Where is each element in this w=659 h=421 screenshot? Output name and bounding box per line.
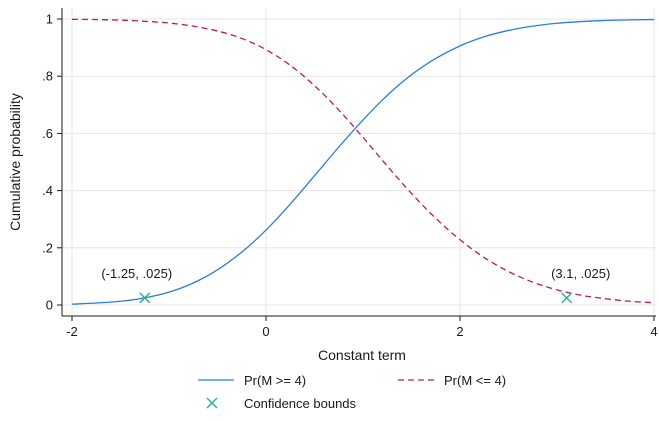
x-tick-label-3: 4: [650, 324, 657, 339]
confidence-bound-marker-1: [561, 292, 573, 304]
legend-label: Confidence bounds: [244, 396, 357, 411]
series-line-1: [71, 18, 655, 304]
legend-marker-stroke-b: [206, 397, 218, 409]
grid: [62, 8, 656, 316]
legend-label: Pr(M <= 4): [444, 373, 506, 388]
x-tick-label-1: 0: [262, 324, 269, 339]
y-tick-label-0: 0: [46, 298, 53, 313]
x-tick-label-2: 2: [456, 324, 463, 339]
y-tick-label-4: .8: [42, 69, 53, 84]
y-tick-label-5: 1: [46, 12, 53, 27]
y-axis-title: Cumulative probability: [7, 93, 23, 231]
y-tick-label-2: .4: [42, 183, 53, 198]
x-tick-label-0: -2: [66, 324, 78, 339]
legend-item-2: Confidence bounds: [206, 396, 357, 411]
y-tick-label-3: .6: [42, 126, 53, 141]
y-tick-label-1: .2: [42, 240, 53, 255]
x-axis-title: Constant term: [318, 347, 406, 363]
annotation-layer: (-1.25, .025) (3.1, .025): [101, 266, 610, 281]
series-line-0: [71, 18, 655, 305]
axes: 0 .2 .4 .6 .8 1 -2 0 2 4: [42, 8, 658, 339]
marker-layer: [139, 292, 573, 304]
annotation-label-1: (3.1, .025): [551, 266, 610, 281]
legend-item-0: Pr(M >= 4): [198, 373, 306, 388]
legend-item-1: Pr(M <= 4): [398, 373, 506, 388]
legend-label: Pr(M >= 4): [244, 373, 306, 388]
legend: Pr(M >= 4) Pr(M <= 4) Confidence bounds: [198, 373, 506, 411]
plot-area: [62, 8, 656, 316]
marker-stroke-b: [139, 292, 151, 304]
series-layer: [71, 18, 655, 305]
marker-stroke-b: [561, 292, 573, 304]
confidence-bound-marker-0: [139, 292, 151, 304]
annotation-label-0: (-1.25, .025): [101, 266, 172, 281]
